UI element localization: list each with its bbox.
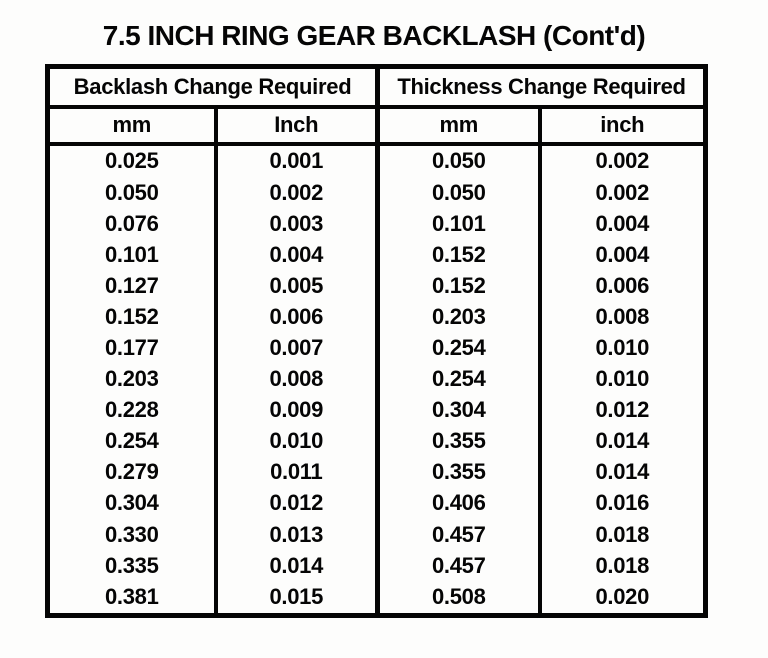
cell-backlash-mm: 0.127 <box>104 272 159 298</box>
table-row: 0.101 0.004 0.152 0.004 <box>48 239 706 271</box>
cell-thickness-inch: 0.012 <box>537 394 706 426</box>
cell-backlash-mm: 0.177 <box>104 335 159 361</box>
cell-backlash-mm: 0.025 <box>104 148 159 174</box>
cell-thickness-mm: 0.254 <box>375 332 540 364</box>
cell-backlash-inch: 0.003 <box>213 208 378 240</box>
cell-thickness-mm: 0.355 <box>375 425 540 457</box>
cell-backlash-inch: 0.004 <box>213 239 378 271</box>
cell-thickness-mm: 0.050 <box>375 177 540 209</box>
cell-backlash-mm: 0.152 <box>104 303 159 329</box>
table-header: Backlash Change Required Thickness Chang… <box>47 66 706 146</box>
table-row: 0.025 0.001 0.050 0.002 <box>48 143 706 177</box>
cell-thickness-mm: 0.152 <box>375 239 540 271</box>
cell-backlash-inch: 0.015 <box>213 581 378 616</box>
cell-thickness-mm: 0.457 <box>375 550 540 582</box>
cell-thickness-mm: 0.355 <box>375 456 540 488</box>
cell-backlash-inch: 0.012 <box>213 487 378 520</box>
col-header-thickness-mm: mm <box>375 106 540 146</box>
col-header-backlash-mm: mm <box>47 106 216 146</box>
cell-thickness-inch: 0.018 <box>537 519 706 551</box>
cell-backlash-mm: 0.076 <box>104 210 159 236</box>
cell-thickness-inch: 0.006 <box>537 270 706 302</box>
cell-backlash-inch: 0.001 <box>213 143 378 177</box>
cell-thickness-inch: 0.014 <box>537 456 706 488</box>
table-row: 0.330 0.013 0.457 0.018 <box>48 519 706 551</box>
cell-thickness-inch: 0.016 <box>537 487 706 520</box>
cell-thickness-inch: 0.004 <box>537 208 706 240</box>
cell-backlash-inch: 0.011 <box>213 456 378 488</box>
cell-thickness-inch: 0.010 <box>537 363 706 395</box>
cell-backlash-mm: 0.228 <box>104 397 159 423</box>
table-row: 0.228 0.009 0.304 0.012 <box>48 394 706 426</box>
cell-backlash-mm: 0.101 <box>104 241 159 267</box>
table-row: 0.279 0.011 0.355 0.014 <box>48 456 706 488</box>
cell-thickness-mm: 0.457 <box>375 519 540 551</box>
unit-header-row: mm Inch mm inch <box>47 106 706 146</box>
cell-thickness-inch: 0.002 <box>537 143 706 177</box>
cell-backlash-inch: 0.005 <box>213 270 378 302</box>
cell-backlash-mm: 0.050 <box>104 179 159 205</box>
cell-backlash-mm: 0.330 <box>104 521 159 547</box>
backlash-thickness-table: Backlash Change Required Thickness Chang… <box>45 64 709 618</box>
cell-thickness-mm: 0.304 <box>375 394 540 426</box>
table-row: 0.304 0.012 0.406 0.016 <box>48 487 706 520</box>
cell-backlash-inch: 0.010 <box>213 425 378 457</box>
cell-backlash-mm: 0.254 <box>104 428 159 454</box>
cell-thickness-mm: 0.152 <box>375 270 540 302</box>
cell-backlash-inch: 0.009 <box>213 394 378 426</box>
col-header-thickness-inch: inch <box>537 106 706 146</box>
group-header-backlash: Backlash Change Required <box>47 66 378 109</box>
cell-backlash-inch: 0.007 <box>213 332 378 364</box>
cell-thickness-inch: 0.002 <box>537 177 706 209</box>
table-row: 0.076 0.003 0.101 0.004 <box>48 208 706 240</box>
cell-thickness-mm: 0.203 <box>375 301 540 333</box>
cell-thickness-inch: 0.018 <box>537 550 706 582</box>
table-row: 0.152 0.006 0.203 0.008 <box>48 301 706 333</box>
cell-backlash-inch: 0.013 <box>213 519 378 551</box>
col-header-backlash-inch: Inch <box>213 106 378 146</box>
cell-thickness-mm: 0.406 <box>375 487 540 520</box>
table-row: 0.127 0.005 0.152 0.006 <box>48 270 706 302</box>
group-header-thickness: Thickness Change Required <box>375 66 706 109</box>
cell-backlash-mm: 0.203 <box>104 366 159 392</box>
cell-backlash-mm: 0.304 <box>104 490 159 516</box>
cell-backlash-inch: 0.002 <box>213 177 378 209</box>
cell-backlash-inch: 0.014 <box>213 550 378 582</box>
cell-thickness-mm: 0.254 <box>375 363 540 395</box>
cell-backlash-mm: 0.279 <box>104 459 159 485</box>
cell-thickness-mm: 0.050 <box>375 143 540 177</box>
cell-thickness-inch: 0.020 <box>537 581 706 616</box>
group-header-row: Backlash Change Required Thickness Chang… <box>47 66 706 109</box>
table-row: 0.254 0.010 0.355 0.014 <box>48 425 706 457</box>
cell-thickness-mm: 0.508 <box>375 581 540 616</box>
cell-thickness-mm: 0.101 <box>375 208 540 240</box>
page-title: 7.5 INCH RING GEAR BACKLASH (Cont'd) <box>102 20 646 51</box>
cell-thickness-inch: 0.014 <box>537 425 706 457</box>
cell-backlash-mm: 0.381 <box>104 584 159 610</box>
table-row: 0.050 0.002 0.050 0.002 <box>48 177 706 209</box>
cell-thickness-inch: 0.008 <box>537 301 706 333</box>
table-row: 0.177 0.007 0.254 0.010 <box>48 332 706 364</box>
table-row: 0.381 0.015 0.508 0.020 <box>48 581 706 616</box>
table-body: 0.025 0.001 0.050 0.002 0.050 0.002 0.050 0.002… <box>48 143 706 616</box>
cell-backlash-inch: 0.006 <box>213 301 378 333</box>
cell-thickness-inch: 0.010 <box>537 332 706 364</box>
cell-backlash-mm: 0.335 <box>104 552 159 578</box>
table-row: 0.335 0.014 0.457 0.018 <box>48 550 706 582</box>
cell-backlash-inch: 0.008 <box>213 363 378 395</box>
cell-thickness-inch: 0.004 <box>537 239 706 271</box>
table-row: 0.203 0.008 0.254 0.010 <box>48 363 706 395</box>
